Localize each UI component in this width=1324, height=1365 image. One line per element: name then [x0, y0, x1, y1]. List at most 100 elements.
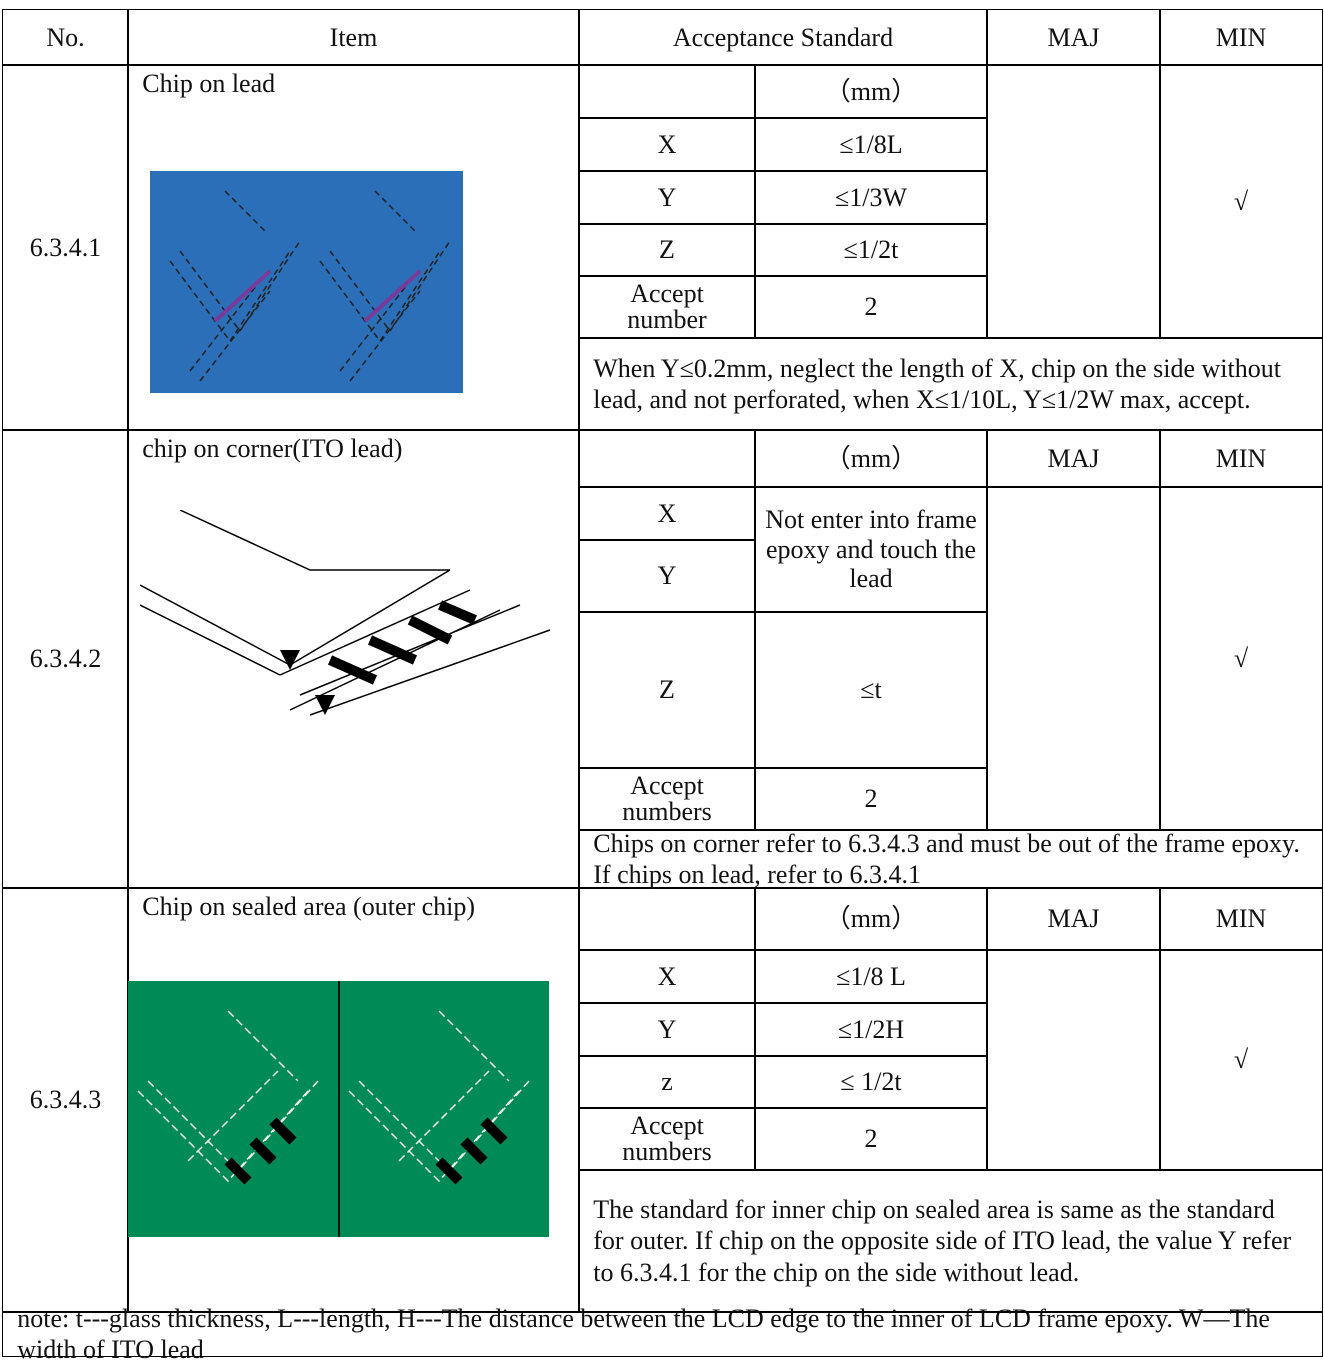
cell-text: 2 [864, 292, 878, 322]
table-cell [578, 429, 756, 488]
cell-text: The standard for inner chip on sealed ar… [593, 1195, 1292, 1287]
cell-text: z [661, 1067, 673, 1097]
limit: ≤1/8L [754, 117, 988, 172]
dimension: X [578, 486, 756, 541]
dimension: Z [578, 223, 756, 277]
cell-text: 2 [864, 1124, 878, 1154]
cell-text: Acceptance Standard [672, 22, 894, 52]
section-number: 6.3.4.2 [2, 429, 129, 889]
section-note: Chips on corner refer to 6.3.4.3 and mus… [578, 829, 1323, 889]
accept-value: 2 [754, 767, 988, 831]
accept-label: Accept number [578, 275, 756, 339]
cell-text: Z [659, 675, 675, 705]
cell-text: ≤1/8L [839, 129, 903, 159]
cell-text: ≤t [860, 675, 882, 705]
cell-text: MIN [1215, 904, 1267, 934]
cell-text: 6.3.4.1 [29, 232, 102, 262]
dimension: z [578, 1055, 756, 1109]
maj-header: MAJ [986, 429, 1161, 488]
cell-text: 6.3.4.2 [29, 644, 102, 674]
cell-text: 6.3.4.3 [29, 1085, 102, 1115]
cell-text: ≤1/3W [834, 182, 908, 212]
footer-note: note: t---glass thickness, L---length, H… [2, 1304, 1323, 1364]
dimension: Y [578, 539, 756, 613]
table-cell [986, 486, 1161, 831]
cell-text: ≤1/2t [843, 235, 899, 265]
limit: ≤t [754, 611, 988, 769]
min-check: √ [1159, 64, 1323, 339]
cell-text: MIN [1215, 443, 1267, 473]
table-cell [578, 887, 756, 951]
cell-text: Not enter into frame epoxy and touch the… [765, 504, 977, 594]
cell-text: note: t---glass thickness, L---length, H… [17, 1303, 1270, 1364]
limit: Not enter into frame epoxy and touch the… [754, 486, 988, 613]
cell-text: Accept numbers [622, 771, 712, 826]
cell-text: Y [657, 182, 677, 212]
limit: ≤1/2t [754, 223, 988, 277]
dimension: X [578, 117, 756, 172]
cell-text: √ [1233, 1045, 1249, 1075]
item-name: Chip on sealed area (outer chip) [127, 887, 580, 1313]
cell-text: √ [1233, 643, 1249, 673]
limit: ≤1/3W [754, 170, 988, 225]
table-cell [578, 64, 756, 119]
cell-text: √ [1233, 186, 1249, 216]
unit: （mm） [754, 64, 988, 119]
cell-text: No. [46, 22, 85, 52]
header-cell: No. [2, 9, 129, 66]
cell-text: 2 [864, 784, 878, 814]
cell-text: When Y≤0.2mm, neglect the length of X, c… [593, 353, 1281, 414]
cell-text: Chips on corner refer to 6.3.4.3 and mus… [593, 828, 1300, 889]
header-cell: Item [127, 9, 580, 66]
cell-text: Accept number [627, 279, 707, 334]
cell-text: MAJ [1047, 443, 1100, 473]
limit: ≤ 1/2t [754, 1055, 988, 1109]
accept-label: Accept numbers [578, 767, 756, 831]
min-header: MIN [1159, 887, 1323, 951]
unit: （mm） [754, 429, 988, 488]
item-name: chip on corner(ITO lead) [127, 429, 580, 889]
cell-text: ≤1/2H [837, 1014, 905, 1044]
cell-text: Z [659, 235, 675, 265]
accept-value: 2 [754, 1107, 988, 1171]
dimension: Z [578, 611, 756, 769]
section-number: 6.3.4.1 [2, 64, 129, 431]
min-check: √ [1159, 486, 1323, 831]
accept-value: 2 [754, 275, 988, 339]
cell-text: ≤1/8 L [836, 961, 906, 991]
dimension: Y [578, 1002, 756, 1057]
cell-text: Accept numbers [622, 1111, 712, 1166]
header-cell: MIN [1159, 9, 1323, 66]
cell-text: （mm） [824, 904, 918, 934]
chip-on-lead-image [150, 171, 463, 393]
chip-on-corner-image [140, 510, 551, 716]
cell-text: MAJ [1047, 22, 1100, 52]
cell-text: X [657, 498, 677, 528]
cell-text: Item [329, 22, 378, 52]
cell-text: MAJ [1047, 904, 1100, 934]
maj-header: MAJ [986, 887, 1161, 951]
section-note: The standard for inner chip on sealed ar… [578, 1169, 1323, 1313]
cell-text: Y [657, 1014, 677, 1044]
unit: （mm） [754, 887, 988, 951]
header-cell: Acceptance Standard [578, 9, 988, 66]
cell-text: （mm） [824, 443, 918, 473]
cell-text: chip on corner(ITO lead) [142, 434, 403, 464]
cell-text: X [657, 961, 677, 991]
dimension: Y [578, 170, 756, 225]
dimension: X [578, 949, 756, 1004]
cell-text: ≤ 1/2t [840, 1067, 902, 1097]
cell-text: Y [657, 561, 677, 591]
table-cell [986, 64, 1161, 339]
cell-text: Chip on lead [142, 69, 276, 99]
accept-label: Accept numbers [578, 1107, 756, 1171]
min-header: MIN [1159, 429, 1323, 488]
item-name: Chip on lead [127, 64, 580, 431]
limit: ≤1/2H [754, 1002, 988, 1057]
section-number: 6.3.4.3 [2, 887, 129, 1313]
cell-text: Chip on sealed area (outer chip) [142, 892, 476, 922]
chip-on-sealed-area-image [128, 981, 549, 1237]
section-note: When Y≤0.2mm, neglect the length of X, c… [578, 337, 1323, 431]
min-check: √ [1159, 949, 1323, 1171]
